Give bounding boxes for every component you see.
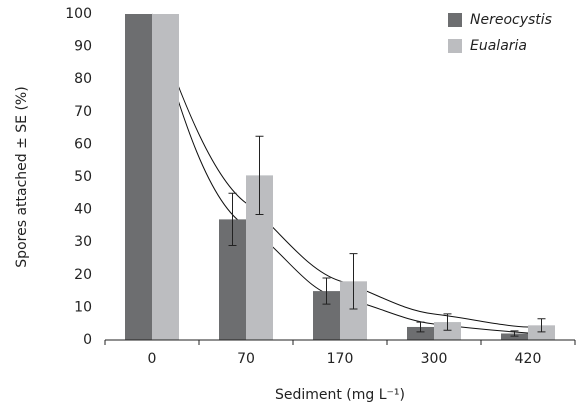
y-tick-label: 10 (74, 299, 92, 315)
legend-label: Nereocystis (470, 12, 552, 28)
error-bar (416, 321, 425, 333)
legend-swatch (448, 39, 462, 53)
y-tick-label: 80 (74, 71, 92, 87)
bar (434, 322, 461, 340)
y-tick-label: 90 (74, 39, 92, 55)
bar (152, 14, 179, 340)
x-tick-label: 0 (148, 351, 157, 367)
x-tick-label: 300 (421, 351, 448, 367)
x-tick-label: 170 (327, 351, 354, 367)
error-bar (255, 135, 264, 215)
y-tick-label: 20 (74, 267, 92, 283)
bar (501, 333, 528, 340)
error-bar (443, 313, 452, 331)
error-bar (537, 318, 546, 333)
bar (407, 326, 434, 340)
y-tick-label: 60 (74, 136, 92, 152)
y-tick-label: 100 (65, 6, 92, 22)
y-tick-label: 30 (74, 234, 92, 250)
bar (125, 14, 152, 340)
y-tick-label: 40 (74, 202, 92, 218)
y-tick-label: 70 (74, 104, 92, 120)
x-tick-label: 420 (515, 351, 542, 367)
error-bar (510, 330, 519, 337)
x-axis-title: Sediment (mg L⁻¹) (275, 387, 405, 403)
error-bar (349, 253, 358, 310)
error-bar (322, 277, 331, 305)
x-tick-label: 70 (237, 351, 255, 367)
y-axis-title: Spores attached ± SE (%) (14, 86, 30, 267)
error-bar (228, 192, 237, 246)
y-tick-label: 50 (74, 169, 92, 185)
fit-curve (151, 13, 529, 328)
y-tick-label: 0 (83, 332, 92, 348)
legend-label: Eualaria (470, 38, 527, 54)
bar (528, 325, 555, 340)
legend-swatch (448, 13, 462, 27)
